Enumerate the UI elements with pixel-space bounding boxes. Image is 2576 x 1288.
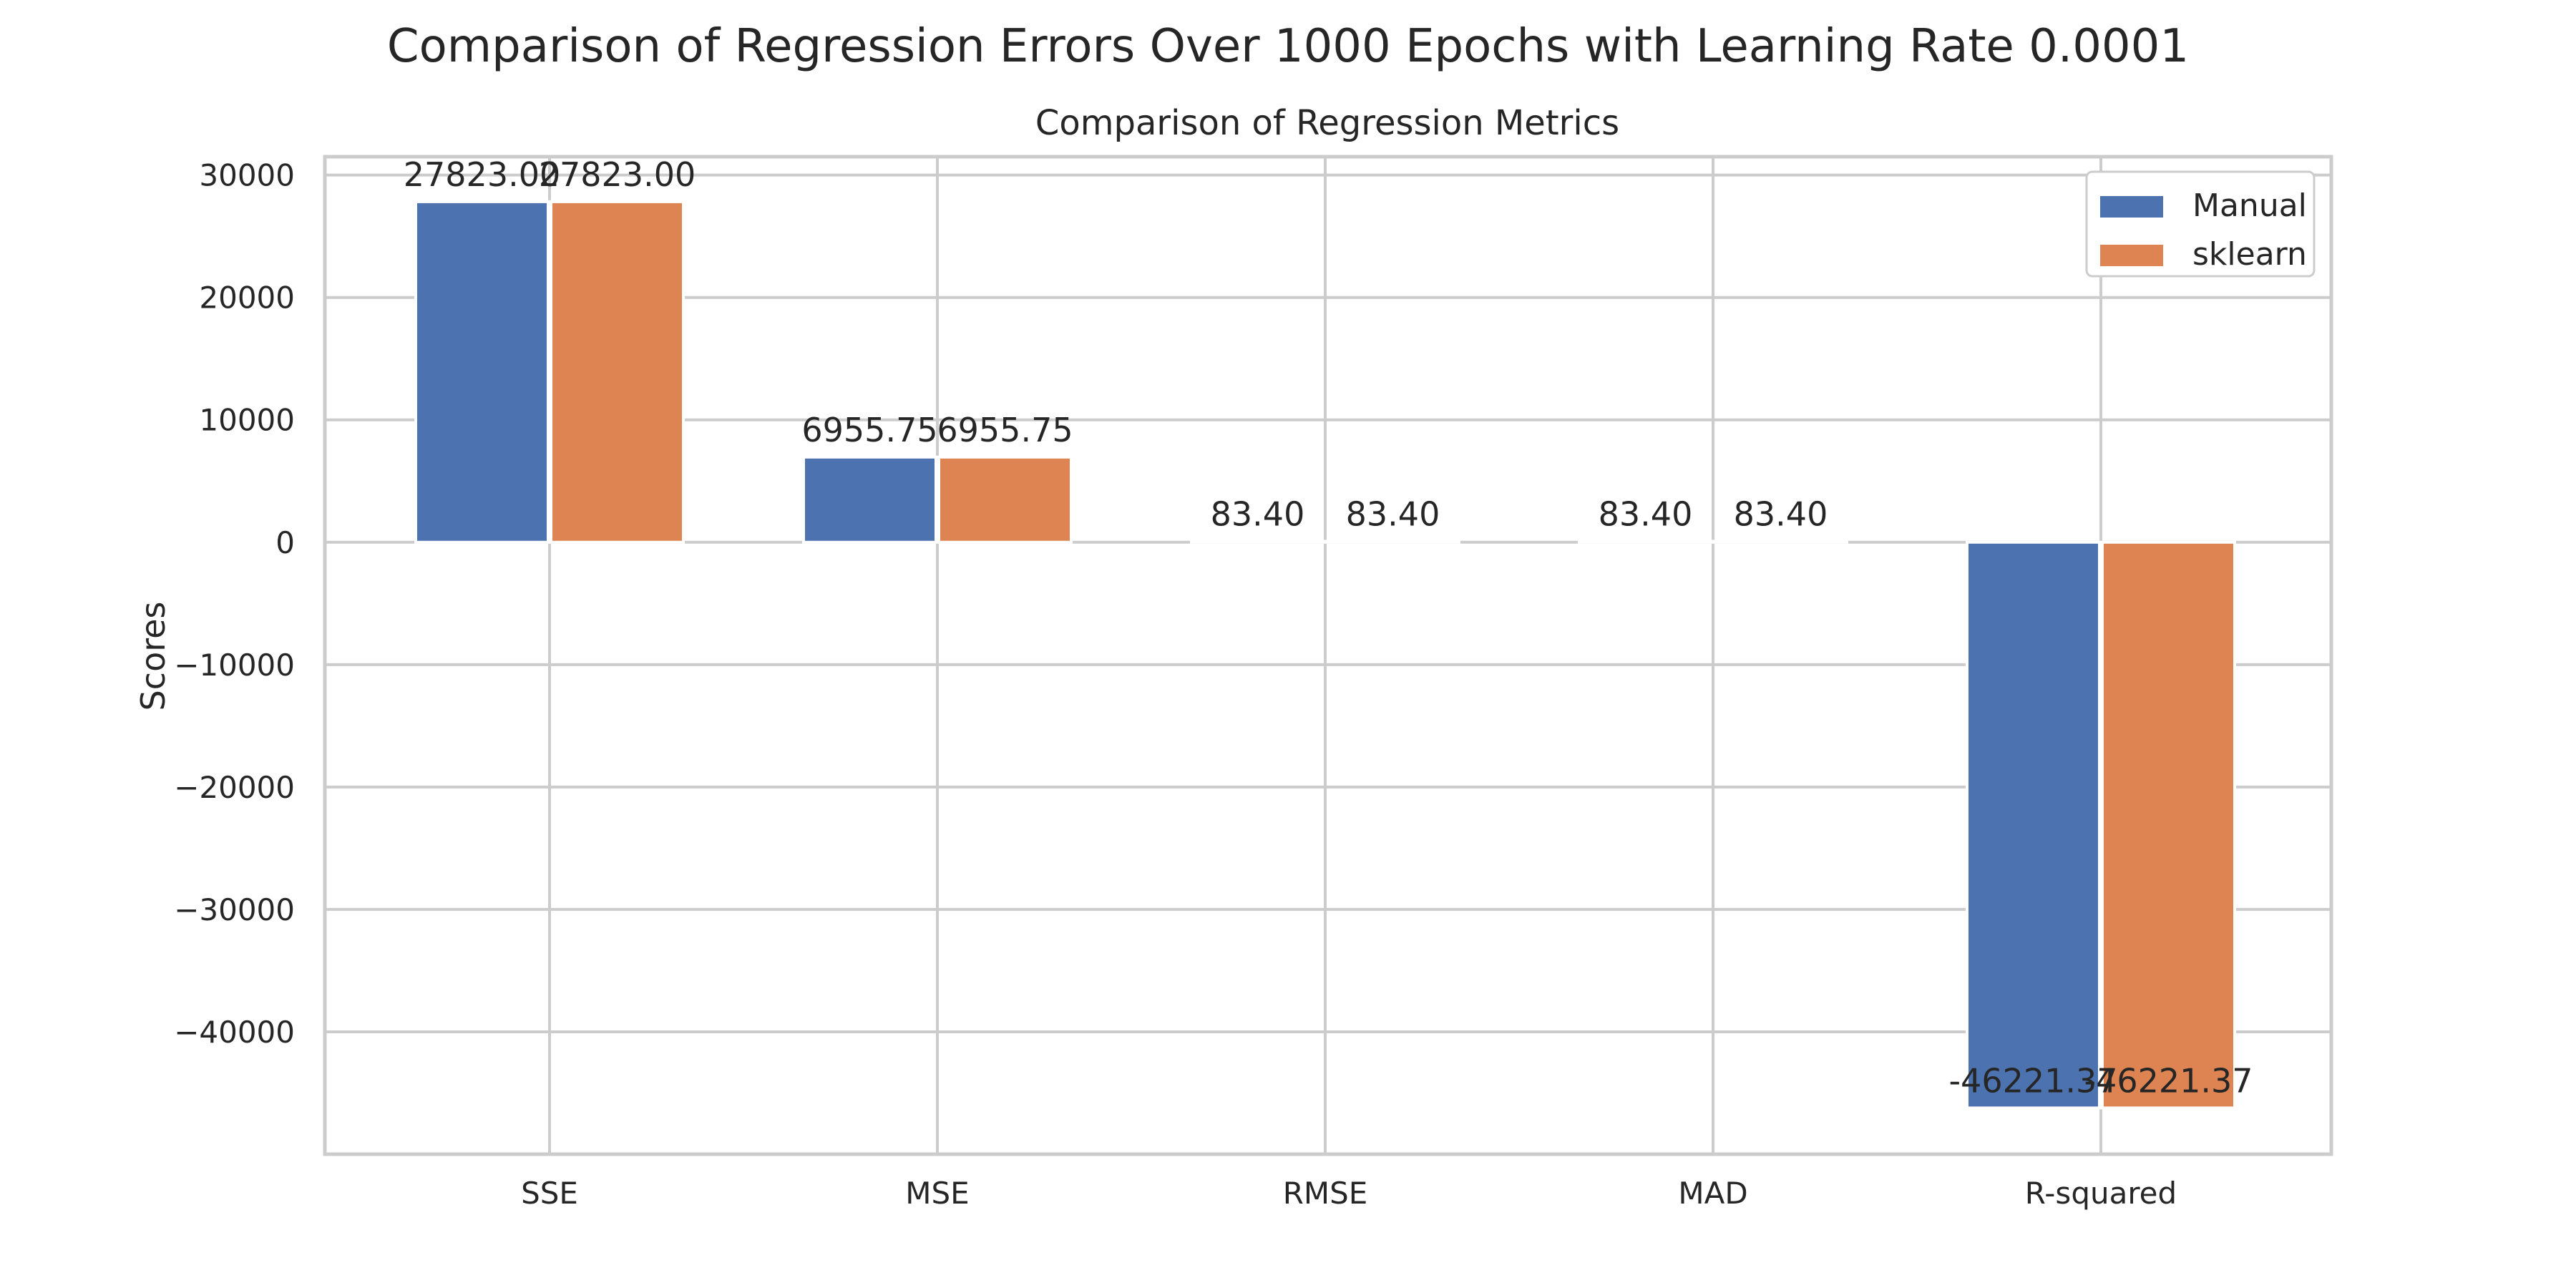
bar-manual-mad xyxy=(1578,540,1713,544)
plot-frame xyxy=(323,155,2333,1156)
figure-title: Comparison of Regression Errors Over 100… xyxy=(387,20,2189,73)
y-tick-label: −10000 xyxy=(174,648,295,683)
data-labels: 27823.00 6955.75 83.40 83.40 -46221.37 27823.… xyxy=(404,155,2253,1100)
bar-manual-r-squared xyxy=(1966,540,2101,1110)
legend: Manual sklearn xyxy=(2085,170,2316,278)
data-label: 27823.00 xyxy=(539,155,696,194)
y-tick-label: −40000 xyxy=(174,1015,295,1050)
bar-manual-mse xyxy=(802,455,937,544)
y-tick-label: −20000 xyxy=(174,770,295,805)
bar-sklearn-mad xyxy=(1713,540,1848,544)
data-label: 27823.00 xyxy=(404,155,561,194)
data-label: 83.40 xyxy=(1734,494,1828,533)
legend-label-manual: Manual xyxy=(2192,187,2307,224)
y-axis-label: Scores xyxy=(134,602,172,711)
x-tick-label: MAD xyxy=(1678,1176,1747,1211)
chart-title: Comparison of Regression Metrics xyxy=(1035,103,1619,143)
data-label: -46221.37 xyxy=(1948,1061,2117,1100)
y-tick-label: 10000 xyxy=(199,403,295,438)
bar-sklearn-rmse xyxy=(1325,540,1460,544)
x-tick-label: R-squared xyxy=(2025,1176,2177,1211)
x-tick-label: RMSE xyxy=(1283,1176,1368,1211)
bars xyxy=(414,200,2236,1110)
x-tick-label: SSE xyxy=(521,1176,578,1211)
bar-sklearn-sse xyxy=(550,200,685,544)
tick-labels: 30000 20000 10000 0 −10000 −20000 −30000 −40000… xyxy=(174,158,2177,1211)
legend-swatch-sklearn xyxy=(2100,245,2163,266)
bar-manual-rmse xyxy=(1190,540,1325,544)
legend-label-sklearn: sklearn xyxy=(2192,236,2307,273)
data-label: -46221.37 xyxy=(2084,1061,2253,1100)
x-tick-label: MSE xyxy=(905,1176,969,1211)
bar-sklearn-r-squared xyxy=(2101,540,2236,1110)
legend-swatch-manual xyxy=(2100,196,2163,218)
data-label: 6955.75 xyxy=(801,411,937,449)
data-label: 83.40 xyxy=(1211,494,1305,533)
y-tick-label: 0 xyxy=(275,525,295,560)
bar-sklearn-mse xyxy=(937,455,1073,544)
y-tick-label: 20000 xyxy=(199,280,295,316)
data-label: 6955.75 xyxy=(937,411,1073,449)
bar-manual-sse xyxy=(414,200,550,544)
data-label: 83.40 xyxy=(1599,494,1693,533)
y-tick-label: −30000 xyxy=(174,892,295,927)
data-label: 83.40 xyxy=(1346,494,1440,533)
y-tick-label: 30000 xyxy=(199,158,295,193)
